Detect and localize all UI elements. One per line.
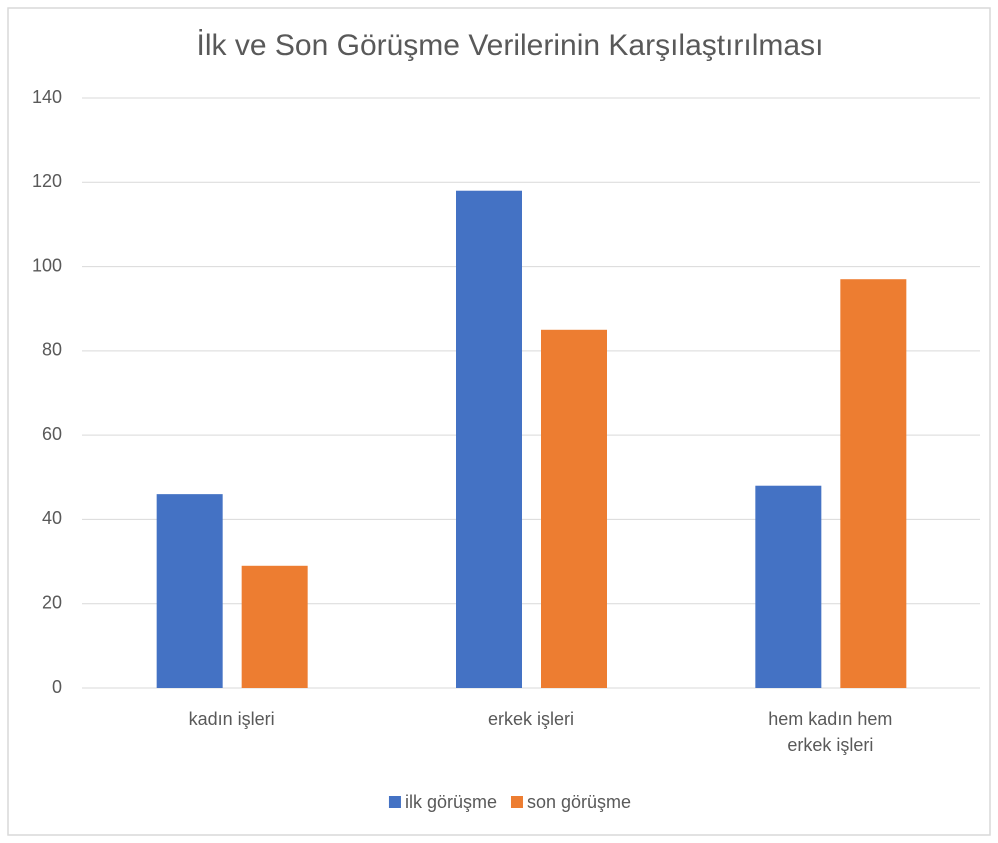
y-tick-label: 100 [32,255,62,275]
y-tick-label: 40 [42,508,62,528]
bar [541,329,607,688]
legend-swatch [388,796,401,808]
bar [755,485,822,688]
x-tick-label: hem kadın hem erkek işleri [768,709,893,755]
bar [840,279,907,688]
y-tick-label: 0 [52,677,62,697]
bar [456,190,522,688]
y-tick-label: 140 [32,87,62,107]
legend-label: ilk görüşme [405,792,497,812]
y-tick-label: 120 [32,171,62,191]
x-tick-label: kadın işleri [188,709,275,729]
x-tick-label: erkek işleri [487,709,575,729]
bar [156,494,223,688]
legend-swatch [510,796,523,808]
bar [241,565,308,688]
legend-label: son görüşme [527,792,631,812]
chart-title: İlk ve Son Görüşme Verilerinin Karşılaşt… [197,29,824,62]
y-tick-label: 60 [42,424,62,444]
y-tick-label: 80 [42,340,62,360]
y-tick-label: 20 [42,592,62,612]
